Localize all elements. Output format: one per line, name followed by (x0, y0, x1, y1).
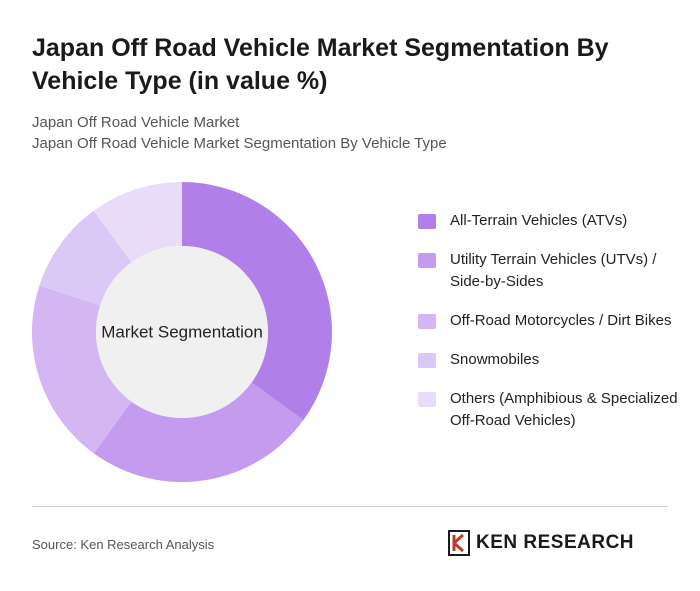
brand-icon (448, 530, 470, 556)
legend-swatch (418, 353, 436, 368)
center-label: Market Segmentation (101, 322, 263, 341)
brand-logo: KEN RESEARCH (448, 530, 634, 556)
divider (32, 506, 668, 507)
icon-frame (448, 530, 470, 556)
donut-slice (93, 382, 304, 482)
donut-slice (32, 285, 132, 454)
legend-item: Off-Road Motorcycles / Dirt Bikes (418, 310, 678, 332)
donut-slice (182, 182, 332, 421)
chart-title: Japan Off Road Vehicle Market Segmentati… (32, 34, 609, 95)
legend-item: Snowmobiles (418, 349, 678, 371)
brand-name: KEN RESEARCH (476, 532, 635, 553)
legend-swatch (418, 314, 436, 329)
legend-swatch (418, 253, 436, 268)
legend-item: Utility Terrain Vehicles (UTVs) / Side-b… (418, 249, 678, 293)
donut-slice (39, 210, 132, 306)
subtitle: Japan Off Road Vehicle Market Segmentati… (32, 135, 447, 152)
donut-slice (93, 182, 182, 263)
legend-label: Off-Road Motorcycles / Dirt Bikes (450, 312, 672, 329)
subtitle: Japan Off Road Vehicle Market (32, 114, 240, 131)
legend-item: Others (Amphibious & Specialized Off-Roa… (418, 388, 678, 432)
icon-k (452, 533, 464, 553)
legend-swatch (418, 214, 436, 229)
donut-chart: Market Segmentation (32, 182, 332, 482)
source: Source: Ken Research Analysis (32, 537, 215, 552)
legend-swatch (418, 392, 436, 407)
legend-label: Utility Terrain Vehicles (UTVs) / Side-b… (450, 251, 657, 290)
legend-label: All-Terrain Vehicles (ATVs) (450, 212, 628, 229)
legend-item: All-Terrain Vehicles (ATVs) (418, 210, 678, 232)
donut-center (96, 246, 268, 418)
legend-label: Snowmobiles (450, 351, 540, 368)
legend-label: Others (Amphibious & Specialized Off-Roa… (450, 390, 678, 429)
legend: All-Terrain Vehicles (ATVs) Utility Terra… (418, 210, 678, 449)
